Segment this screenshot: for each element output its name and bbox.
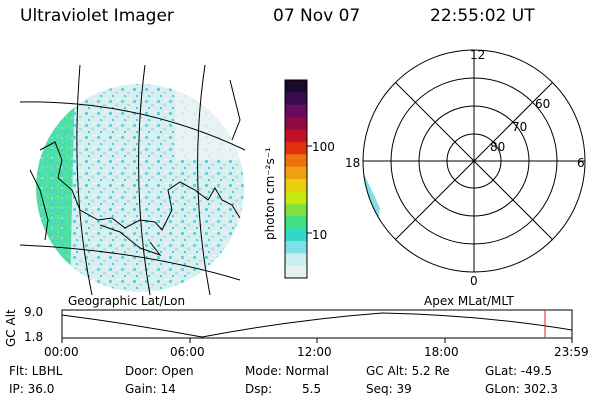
- apex-title: Apex MLat/MLT: [424, 294, 514, 308]
- filter-info: Flt: LBHL: [9, 364, 63, 378]
- gc-alt-info: GC Alt: 5.2 Re: [366, 364, 450, 378]
- colorbar-band: [285, 253, 307, 267]
- seq-info: Seq: 39: [366, 382, 412, 396]
- altitude-xtick-1200: 12:00: [297, 345, 332, 359]
- lat-label-70: 70: [512, 120, 528, 134]
- mlt-label-12: 12: [470, 48, 486, 62]
- dsp-label: Dsp:: [245, 382, 273, 396]
- mlt-label-0: 0: [470, 274, 478, 288]
- glon-info: GLon: 302.3: [485, 382, 558, 396]
- observation-time: 22:55:02 UT: [430, 6, 535, 26]
- colorbar-band: [285, 104, 307, 118]
- colorbar-band: [285, 216, 307, 230]
- colorbar-band: [285, 154, 307, 168]
- colorbar-band: [285, 92, 307, 106]
- colorbar-tick-10: 10: [312, 228, 328, 242]
- lat-label-60: 60: [535, 97, 551, 111]
- colorbar-band: [285, 203, 307, 217]
- altitude-xtick-1800: 18:00: [424, 345, 459, 359]
- door-info: Door: Open: [125, 364, 194, 378]
- gain-info: Gain: 14: [125, 382, 176, 396]
- colorbar-unit-label: photon cm⁻²s⁻¹: [263, 147, 277, 240]
- color-bar: [284, 79, 312, 279]
- altitude-ytick-high: 9.0: [24, 305, 44, 319]
- colorbar-band: [285, 129, 307, 143]
- geographic-title: Geographic Lat/Lon: [68, 294, 186, 308]
- dsp-value: 5.5: [302, 382, 322, 396]
- colorbar-band: [285, 166, 307, 180]
- ip-info: IP: 36.0: [9, 382, 55, 396]
- polar-plot: [362, 49, 586, 273]
- colorbar-band: [285, 117, 307, 131]
- altitude-ylabel: GC Alt: [4, 309, 18, 347]
- mlt-label-6: 6: [577, 156, 585, 170]
- colorbar-band: [285, 191, 307, 205]
- colorbar-band: [285, 240, 307, 254]
- altitude-ytick-low: 1.8: [24, 330, 44, 344]
- colorbar-band: [285, 141, 307, 155]
- altitude-xtick-0000: 00:00: [44, 345, 79, 359]
- instrument-title: Ultraviolet Imager: [20, 6, 174, 26]
- colorbar-band: [285, 179, 307, 192]
- colorbar-band: [285, 265, 307, 279]
- mode-info: Mode: Normal: [245, 364, 329, 378]
- colorbar-band: [285, 228, 307, 242]
- glat-info: GLat: -49.5: [485, 364, 552, 378]
- altitude-plot: [61, 309, 573, 343]
- lat-label-80: 80: [490, 140, 506, 154]
- altitude-xtick-0600: 06:00: [170, 345, 205, 359]
- colorbar-band: [285, 80, 307, 93]
- geographic-image-panel: [19, 64, 246, 296]
- colorbar-tick-100: 100: [312, 140, 335, 154]
- altitude-xtick-2359: 23:59: [554, 345, 589, 359]
- mlt-label-18: 18: [345, 156, 361, 170]
- observation-date: 07 Nov 07: [273, 6, 361, 26]
